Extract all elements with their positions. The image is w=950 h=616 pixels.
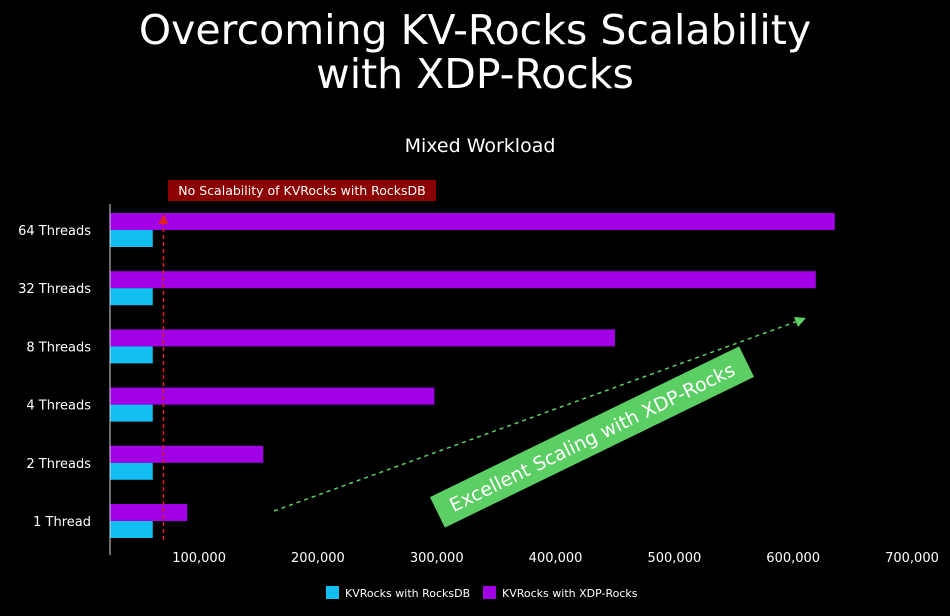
x-tick-label: 500,000 — [647, 551, 701, 566]
chart-title: Mixed Workload — [405, 135, 556, 157]
bar-rocksdb-4 — [110, 462, 153, 480]
bar-rocksdb-3 — [110, 404, 153, 422]
x-tick-label: 200,000 — [291, 551, 345, 566]
scaling-dashed-arrow — [273, 320, 799, 512]
bars-group — [110, 213, 835, 538]
no-scaling-label-box — [168, 180, 436, 201]
no-scaling-arrowhead — [158, 214, 169, 224]
x-tick-labels: 100,000 200,000 300,000 400,000 500,000 600,0… — [172, 551, 939, 566]
category-label: 8 Threads — [26, 340, 91, 355]
slide-title-line1: Overcoming KV-Rocks Scalability — [138, 6, 812, 54]
legend-swatch — [483, 586, 496, 599]
bar-rocksdb-2 — [110, 346, 153, 364]
legend-label: KVRocks with RocksDB — [345, 587, 470, 600]
x-tick-label: 300,000 — [410, 551, 464, 566]
scaling-arrowhead — [794, 317, 806, 327]
category-label: 2 Threads — [26, 457, 91, 472]
x-tick-label: 100,000 — [172, 551, 226, 566]
slide-title: Overcoming KV-Rocks Scalability with XDP… — [0, 8, 950, 96]
bar-xdp-0 — [110, 213, 835, 230]
slide-title-line2: with XDP-Rocks — [316, 50, 634, 98]
category-label: 1 Thread — [33, 515, 91, 530]
scaling-label: Excellent Scaling with XDP-Rocks — [446, 359, 739, 517]
bar-xdp-1 — [110, 271, 816, 289]
x-tick-label: 700,000 — [885, 551, 939, 566]
no-scaling-label: No Scalability of KVRocks with RocksDB — [178, 183, 425, 198]
x-tick-label: 600,000 — [766, 551, 820, 566]
legend: KVRocks with RocksDB KVRocks with XDP-Roc… — [326, 586, 638, 600]
legend-swatch — [326, 586, 339, 599]
bar-rocksdb-1 — [110, 288, 153, 306]
bar-xdp-5 — [110, 504, 188, 521]
bar-xdp-3 — [110, 387, 435, 405]
bar-rocksdb-0 — [110, 230, 153, 247]
annotations-group: No Scalability of KVRocks with RocksDB Ex… — [158, 180, 806, 540]
category-labels: 64 Threads 32 Threads 8 Threads 4 Threads 2 … — [18, 224, 91, 530]
scaling-label-box — [429, 346, 755, 528]
legend-label: KVRocks with XDP-Rocks — [502, 587, 638, 600]
bar-rocksdb-5 — [110, 521, 153, 538]
bar-xdp-4 — [110, 445, 264, 463]
category-label: 64 Threads — [18, 224, 91, 239]
x-tick-label: 400,000 — [529, 551, 583, 566]
category-label: 4 Threads — [26, 399, 91, 414]
category-label: 32 Threads — [18, 282, 91, 297]
bar-xdp-2 — [110, 329, 615, 347]
